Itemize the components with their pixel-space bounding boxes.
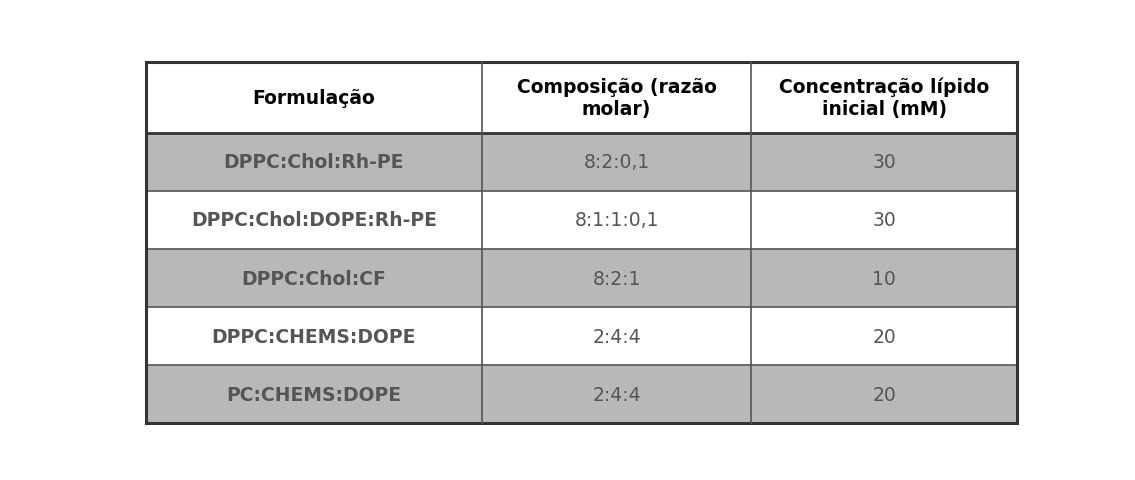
Text: Concentração lípido
inicial (mM): Concentração lípido inicial (mM) [779, 78, 990, 119]
Text: Composição (razão
molar): Composição (razão molar) [516, 78, 716, 119]
Text: DPPC:Chol:CF: DPPC:Chol:CF [242, 269, 386, 288]
Text: 10: 10 [873, 269, 897, 288]
Text: DPPC:Chol:DOPE:Rh-PE: DPPC:Chol:DOPE:Rh-PE [191, 211, 437, 230]
Text: 2:4:4: 2:4:4 [592, 327, 641, 346]
Text: 20: 20 [873, 327, 897, 346]
Text: 20: 20 [873, 385, 897, 404]
Text: DPPC:CHEMS:DOPE: DPPC:CHEMS:DOPE [212, 327, 417, 346]
Text: DPPC:Chol:Rh-PE: DPPC:Chol:Rh-PE [224, 153, 404, 172]
Text: 8:2:1: 8:2:1 [592, 269, 641, 288]
Text: PC:CHEMS:DOPE: PC:CHEMS:DOPE [226, 385, 402, 404]
Text: 30: 30 [873, 153, 897, 172]
Text: Formulação: Formulação [252, 89, 376, 108]
Text: 8:1:1:0,1: 8:1:1:0,1 [574, 211, 658, 230]
Text: 2:4:4: 2:4:4 [592, 385, 641, 404]
Text: 30: 30 [873, 211, 897, 230]
Text: 8:2:0,1: 8:2:0,1 [583, 153, 649, 172]
